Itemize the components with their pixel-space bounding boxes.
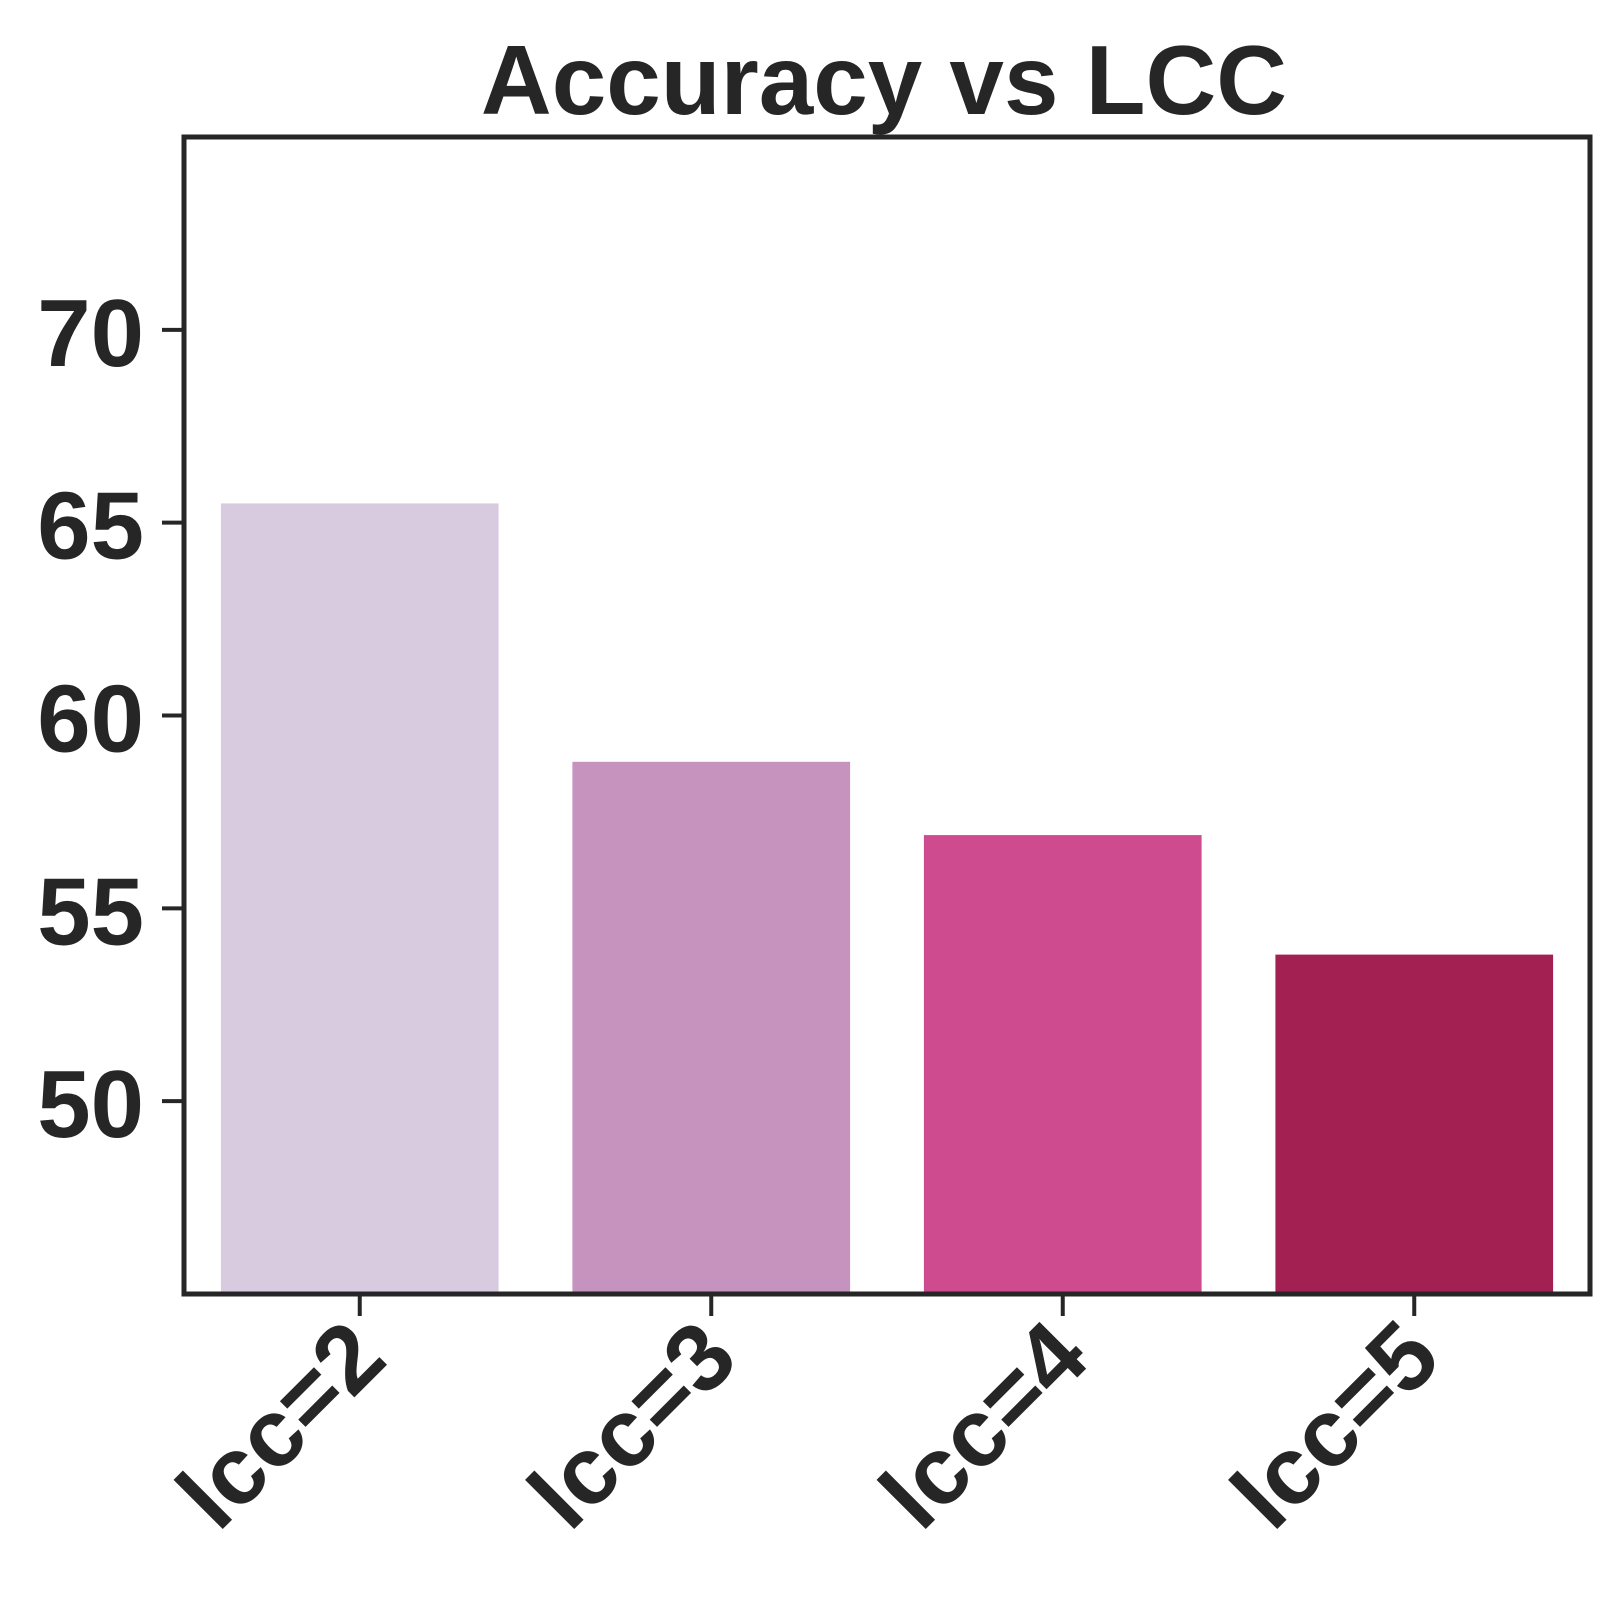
y-tick-label: 55 bbox=[37, 858, 144, 965]
y-tick-label: 50 bbox=[37, 1051, 144, 1158]
bar-lcc=2 bbox=[220, 503, 499, 1294]
x-tick-label: lcc=4 bbox=[860, 1301, 1107, 1548]
bar-lcc=5 bbox=[1275, 954, 1554, 1294]
y-tick-label: 70 bbox=[37, 280, 144, 387]
bar-lcc=4 bbox=[923, 835, 1202, 1294]
plot-frame bbox=[181, 134, 1593, 1297]
y-axis: 50 55 60 65 70 bbox=[37, 280, 184, 1158]
x-tick-label: lcc=5 bbox=[1212, 1301, 1459, 1548]
bars-group bbox=[220, 503, 1554, 1294]
x-tick-label: lcc=2 bbox=[157, 1301, 404, 1548]
x-tick-label: lcc=3 bbox=[509, 1301, 756, 1548]
y-tick-label: 60 bbox=[37, 666, 144, 773]
y-tick-label: 65 bbox=[37, 473, 144, 580]
bar-lcc=3 bbox=[572, 761, 851, 1294]
x-axis: lcc=2 lcc=3 lcc=4 lcc=5 bbox=[157, 1294, 1459, 1549]
chart-title: Accuracy vs LCC bbox=[481, 25, 1287, 135]
